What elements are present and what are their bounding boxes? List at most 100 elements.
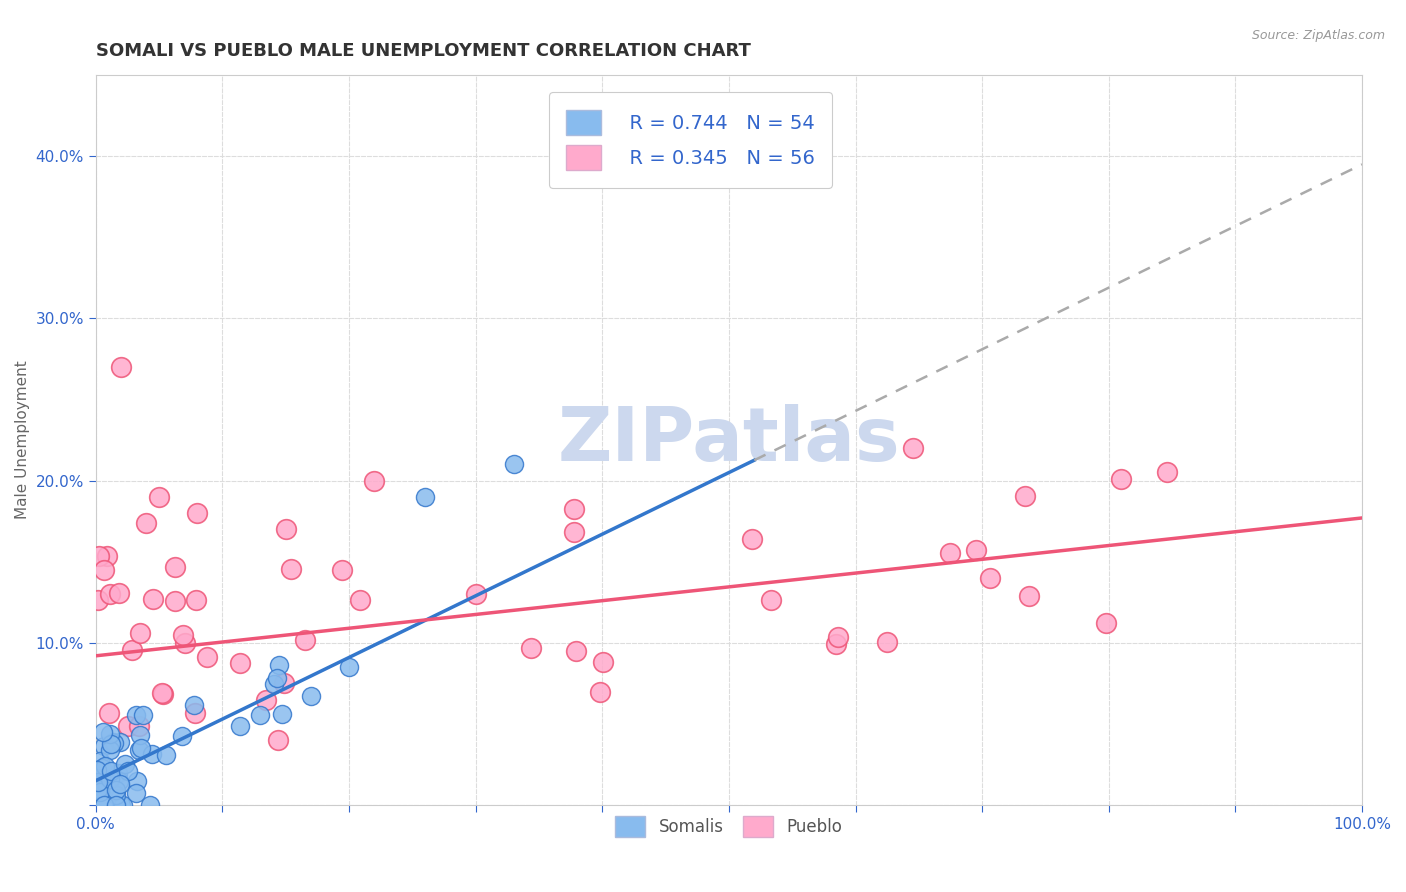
Point [274, 522, 297, 536]
Point [1095, 616, 1118, 631]
Point [94, 778, 117, 792]
Point [98, 727, 121, 741]
Point [152, 687, 174, 701]
Point [1156, 466, 1178, 480]
Point [163, 559, 186, 574]
Point [186, 506, 208, 520]
Point [107, 766, 129, 780]
Point [142, 592, 165, 607]
Point [98, 772, 121, 787]
Point [108, 773, 131, 788]
Point [249, 708, 271, 723]
Point [87, 774, 110, 789]
Point [174, 636, 197, 650]
Point [263, 677, 285, 691]
Point [128, 626, 150, 640]
Point [827, 630, 849, 644]
Point [195, 649, 218, 664]
Point [103, 736, 125, 750]
Point [127, 774, 149, 789]
Point [337, 660, 360, 674]
Point [132, 707, 155, 722]
Point [96, 549, 118, 563]
Point [97, 706, 120, 721]
Point [93, 783, 115, 797]
Point [965, 542, 987, 557]
Point [104, 789, 127, 803]
Point [112, 797, 135, 812]
Point [121, 643, 143, 657]
Point [89, 754, 111, 768]
Point [125, 708, 148, 723]
Point [349, 593, 371, 607]
Point [150, 685, 173, 699]
Point [363, 474, 385, 488]
Point [562, 525, 585, 540]
Point [91, 761, 114, 775]
Point [128, 743, 150, 757]
Point [271, 706, 294, 721]
Point [93, 739, 115, 753]
Point [592, 655, 614, 669]
Point [117, 764, 139, 779]
Point [91, 725, 114, 739]
Point [139, 797, 162, 812]
Point [86, 763, 108, 777]
Point [741, 532, 763, 546]
Point [413, 490, 436, 504]
Point [104, 783, 127, 797]
Point [89, 785, 111, 799]
Point [502, 458, 524, 472]
Point [565, 644, 588, 658]
Point [100, 764, 122, 778]
Point [105, 797, 128, 812]
Point [562, 502, 585, 516]
Point [876, 634, 898, 648]
Y-axis label: Male Unemployment: Male Unemployment [15, 360, 30, 519]
Point [183, 706, 205, 720]
Legend: Somalis, Pueblo: Somalis, Pueblo [609, 809, 849, 844]
Point [299, 690, 322, 704]
Point [110, 797, 132, 812]
Point [87, 781, 110, 796]
Point [254, 692, 277, 706]
Point [93, 797, 115, 812]
Point [165, 594, 187, 608]
Point [87, 593, 110, 607]
Point [280, 561, 302, 575]
Point [125, 786, 148, 800]
Point [901, 442, 924, 456]
Point [107, 585, 129, 599]
Point [89, 549, 111, 563]
Point [267, 657, 290, 672]
Point [98, 586, 121, 600]
Point [229, 656, 252, 670]
Point [184, 592, 207, 607]
Point [294, 633, 316, 648]
Point [229, 719, 252, 733]
Point [93, 563, 115, 577]
Point [1018, 589, 1040, 603]
Point [89, 791, 111, 805]
Point [100, 737, 122, 751]
Point [1014, 489, 1036, 503]
Point [94, 758, 117, 772]
Text: SOMALI VS PUEBLO MALE UNEMPLOYMENT CORRELATION CHART: SOMALI VS PUEBLO MALE UNEMPLOYMENT CORRE… [96, 42, 751, 60]
Point [89, 763, 111, 777]
Point [117, 719, 139, 733]
Point [520, 640, 543, 655]
Point [939, 547, 962, 561]
Point [110, 360, 132, 375]
Text: ZIPatlas: ZIPatlas [558, 403, 900, 476]
Point [825, 637, 848, 651]
Point [267, 733, 290, 747]
Point [170, 729, 193, 743]
Point [273, 675, 295, 690]
Point [979, 570, 1001, 584]
Point [759, 593, 782, 607]
Point [464, 587, 486, 601]
Point [155, 748, 177, 763]
Point [183, 698, 205, 712]
Point [131, 741, 153, 756]
Point [108, 735, 131, 749]
